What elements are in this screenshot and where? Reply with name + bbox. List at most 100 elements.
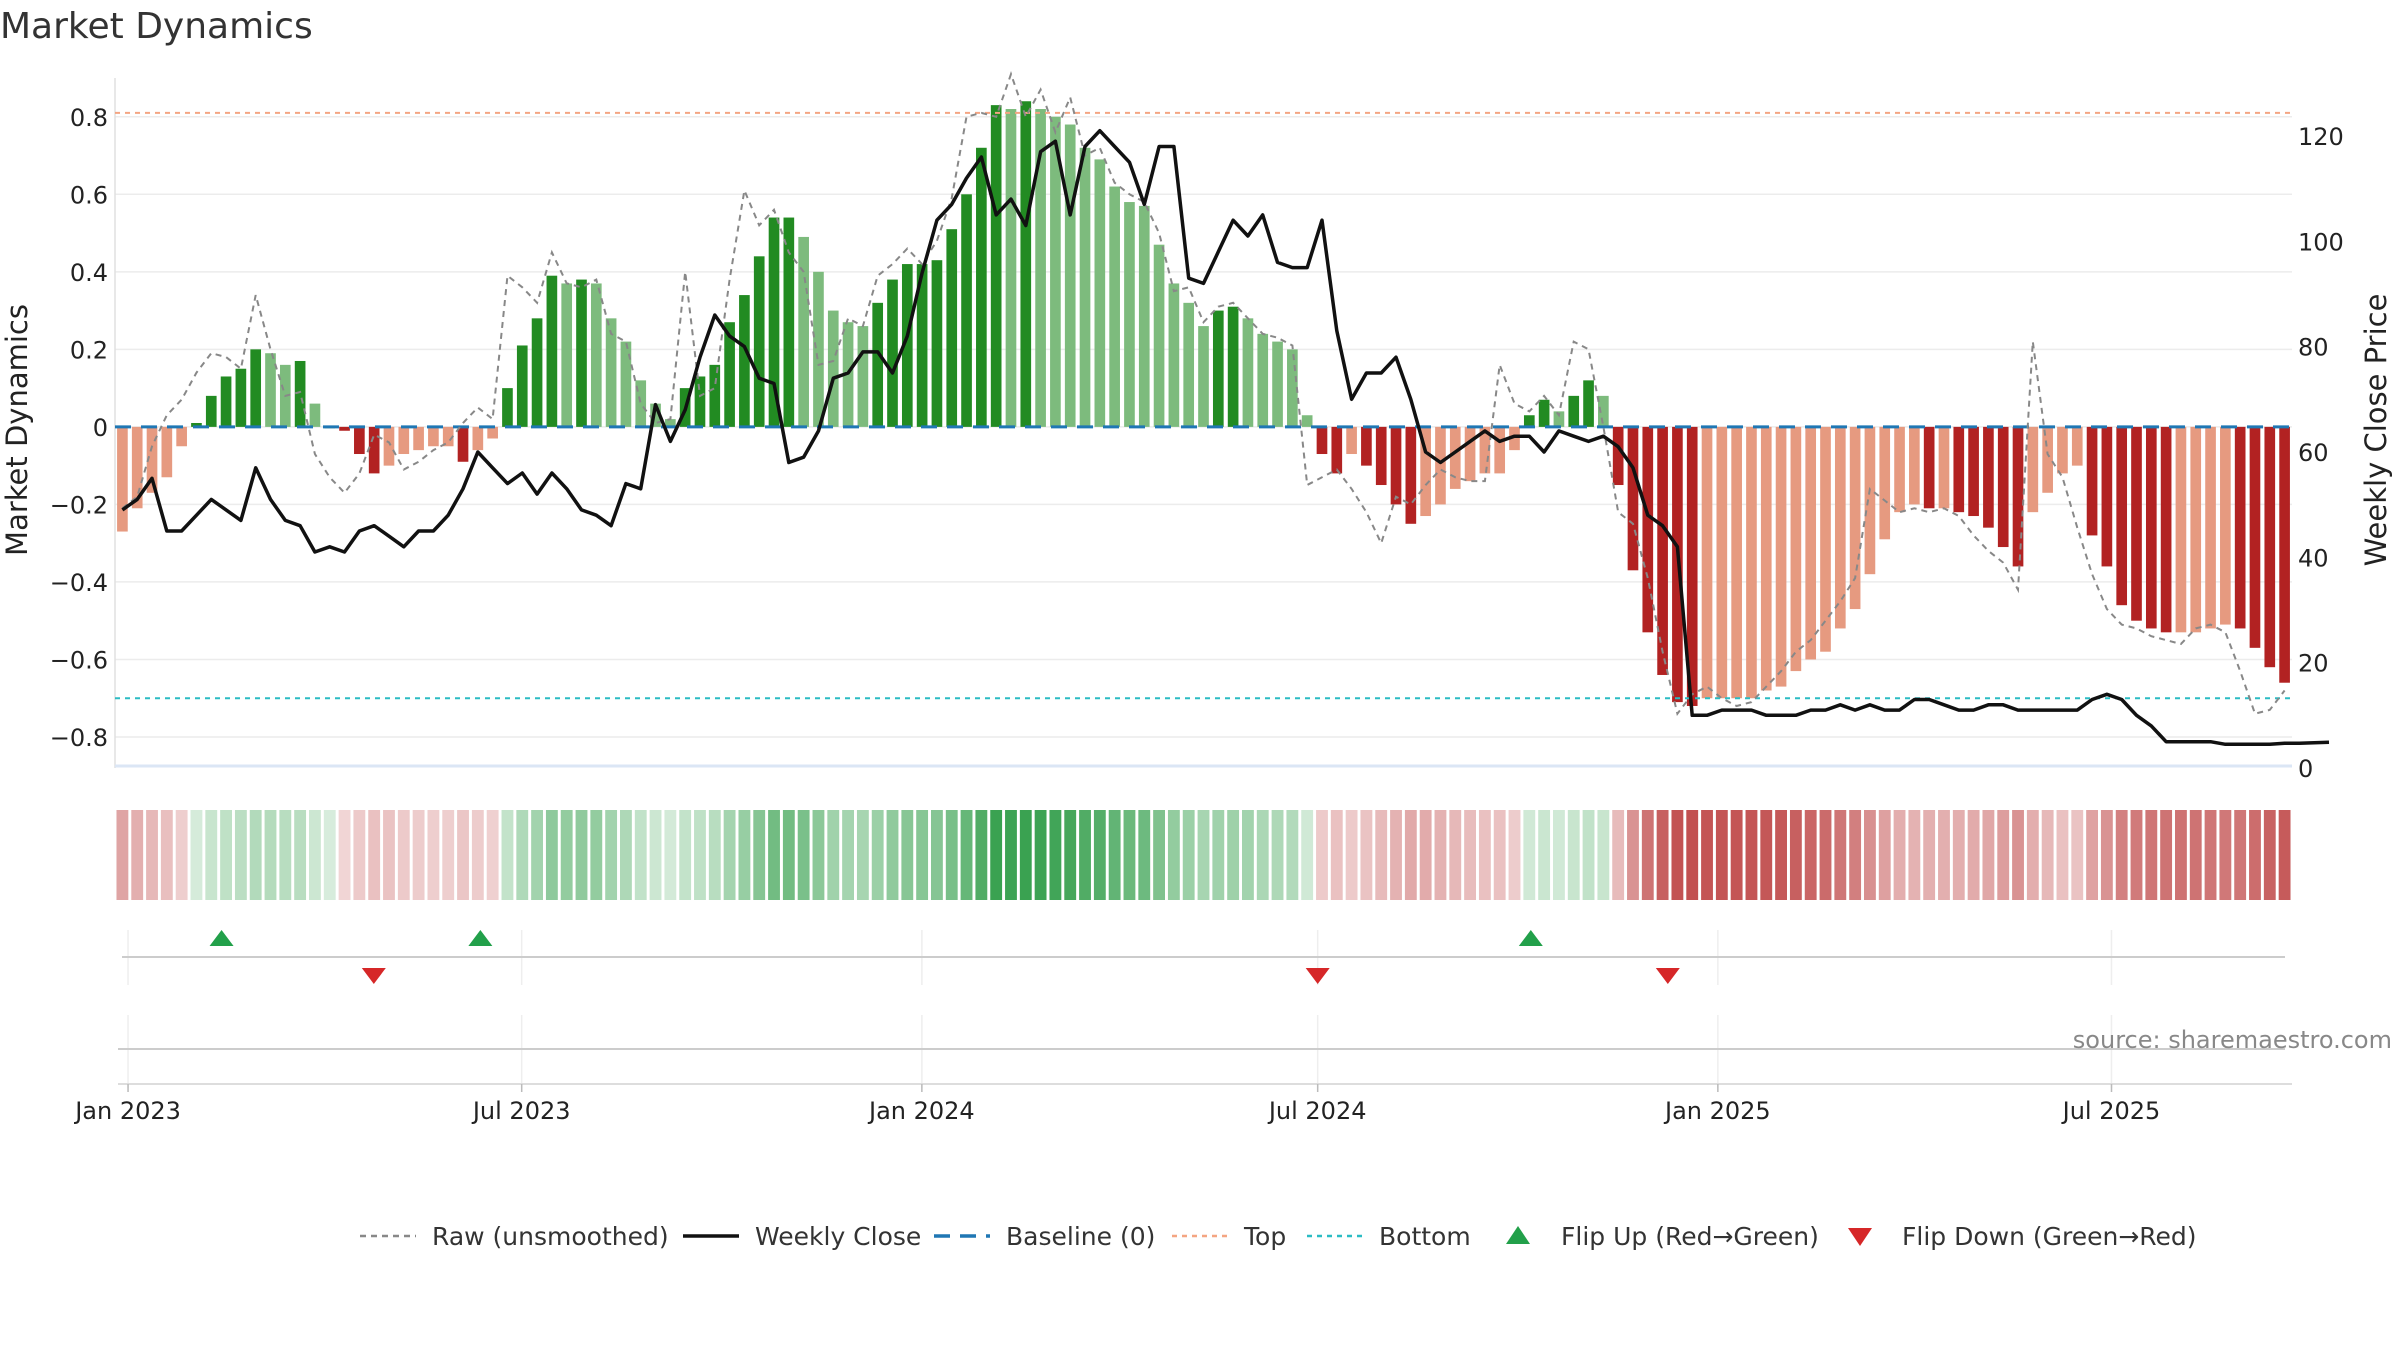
heat-strip-cell	[2234, 810, 2247, 900]
heat-strip-cell	[368, 810, 381, 900]
heat-strip-cell	[1464, 810, 1476, 900]
dynamics-bar	[2131, 426, 2142, 621]
dynamics-bar	[2234, 426, 2246, 629]
dynamics-bar	[1553, 411, 1565, 427]
heat-strip-cell	[827, 810, 840, 900]
dynamics-bar	[665, 419, 676, 427]
heat-strip-cell	[1538, 810, 1551, 900]
dynamics-bar	[1153, 244, 1165, 427]
left-tick-label: −0.8	[50, 724, 108, 752]
heat-strip-cell	[679, 810, 692, 900]
dynamics-bar	[1346, 426, 1357, 455]
dynamics-bar	[428, 426, 439, 447]
heat-strip-cell	[279, 810, 292, 900]
x-tick-label: Jan 2025	[1663, 1097, 1771, 1125]
dynamics-bar	[354, 426, 365, 455]
dynamics-bar	[1390, 426, 1402, 505]
heat-strip-cell	[1019, 810, 1032, 900]
dynamics-bar	[976, 147, 987, 427]
heat-strip-cell	[1745, 810, 1758, 900]
dynamics-bar	[1287, 349, 1298, 427]
dynamics-bar	[1183, 302, 1195, 427]
x-ticks: Jan 2023 Jul 2023 Jan 2024 Jul 2024 Jan 2025…	[73, 1084, 2160, 1125]
dynamics-bar	[1953, 426, 1965, 513]
heat-strip-cell	[2041, 810, 2054, 900]
right-tick-label: 120	[2298, 123, 2344, 151]
heat-strip-cell	[931, 810, 943, 900]
x-tick-label: Jul 2024	[1267, 1097, 1367, 1125]
dynamics-bar	[709, 364, 721, 427]
heat-strip-cell	[2056, 810, 2069, 900]
heat-strip-cell	[1908, 810, 1921, 900]
dynamics-bar	[2205, 426, 2216, 629]
dynamics-bar	[1272, 341, 1283, 427]
dynamics-bar	[1124, 202, 1135, 427]
dynamics-bar	[2101, 426, 2113, 567]
heat-strip-cell	[1686, 810, 1699, 900]
heat-strip-cell	[1316, 810, 1328, 900]
heat-strip-cell	[960, 810, 973, 900]
heat-strip-cell	[901, 810, 914, 900]
dynamics-bar	[1523, 415, 1535, 427]
dynamics-bar	[739, 295, 750, 427]
legend-top-label: Top	[1243, 1222, 1286, 1251]
dynamics-bar	[2012, 426, 2024, 567]
heat-strip-cell	[205, 810, 218, 900]
heat-strip-cell	[871, 810, 884, 900]
heat-strip-cell	[1789, 810, 1802, 900]
heat-strip-cell	[2189, 810, 2202, 900]
heat-strip-cell	[886, 810, 899, 900]
dynamics-bar	[1020, 101, 1032, 427]
heat-strip-cell	[501, 810, 514, 900]
heat-strip-cell	[1301, 810, 1314, 900]
heat-strip-cell	[812, 810, 825, 900]
heat-strip-cell	[383, 810, 395, 900]
heat-strip-cell	[1138, 810, 1151, 900]
dynamics-bars	[117, 101, 2290, 706]
heat-strip-cell	[1553, 810, 1565, 900]
heat-strip-cell	[753, 810, 766, 900]
heat-strip-cell	[649, 810, 662, 900]
dynamics-bar	[265, 353, 276, 427]
dynamics-bar	[783, 217, 795, 427]
dynamics-bar	[1834, 426, 1846, 629]
dynamics-bar	[1568, 395, 1580, 427]
dynamics-bar	[294, 360, 306, 427]
dynamics-bar	[2145, 426, 2157, 629]
heat-strip-cell	[797, 810, 810, 900]
dynamics-bar	[916, 264, 928, 427]
heat-strip-cell	[1404, 810, 1417, 900]
dynamics-bar	[2264, 426, 2276, 668]
heat-strip-cell	[1582, 810, 1595, 900]
dynamics-bar	[2057, 426, 2068, 474]
dynamics-bar	[1968, 426, 1979, 517]
heat-strip-cell	[1345, 810, 1358, 900]
left-tick-label: −0.2	[50, 491, 108, 519]
dynamics-bar	[694, 376, 706, 427]
legend-raw-label: Raw (unsmoothed)	[432, 1222, 669, 1251]
left-tick-label: −0.6	[50, 646, 108, 674]
dynamics-bar	[1212, 310, 1224, 427]
dynamics-bar	[2160, 426, 2172, 633]
dynamics-bar	[205, 395, 217, 427]
heat-strip-cell	[916, 810, 929, 900]
heat-strip-cell	[545, 810, 558, 900]
left-tick-label: 0.2	[70, 336, 108, 364]
heat-strip-cell	[708, 810, 721, 900]
heat-strip-cell	[116, 810, 129, 900]
dynamics-bar	[576, 279, 587, 427]
heat-strip-cell	[442, 810, 455, 900]
dynamics-bar	[1923, 426, 1935, 509]
right-tick-label: 80	[2298, 334, 2329, 362]
flip-up-marker	[209, 930, 234, 946]
heat-strip-cell	[1212, 810, 1225, 900]
dynamics-bar	[502, 388, 513, 427]
dynamics-bar	[1894, 426, 1905, 513]
dynamics-bar	[1242, 318, 1254, 427]
heat-strip-cell	[1715, 810, 1728, 900]
heat-strip-cell	[1893, 810, 1906, 900]
dynamics-bar	[1598, 395, 1609, 427]
dynamics-bar	[398, 426, 410, 455]
dynamics-bar	[117, 426, 128, 532]
heat-strip-cell	[1508, 810, 1521, 900]
